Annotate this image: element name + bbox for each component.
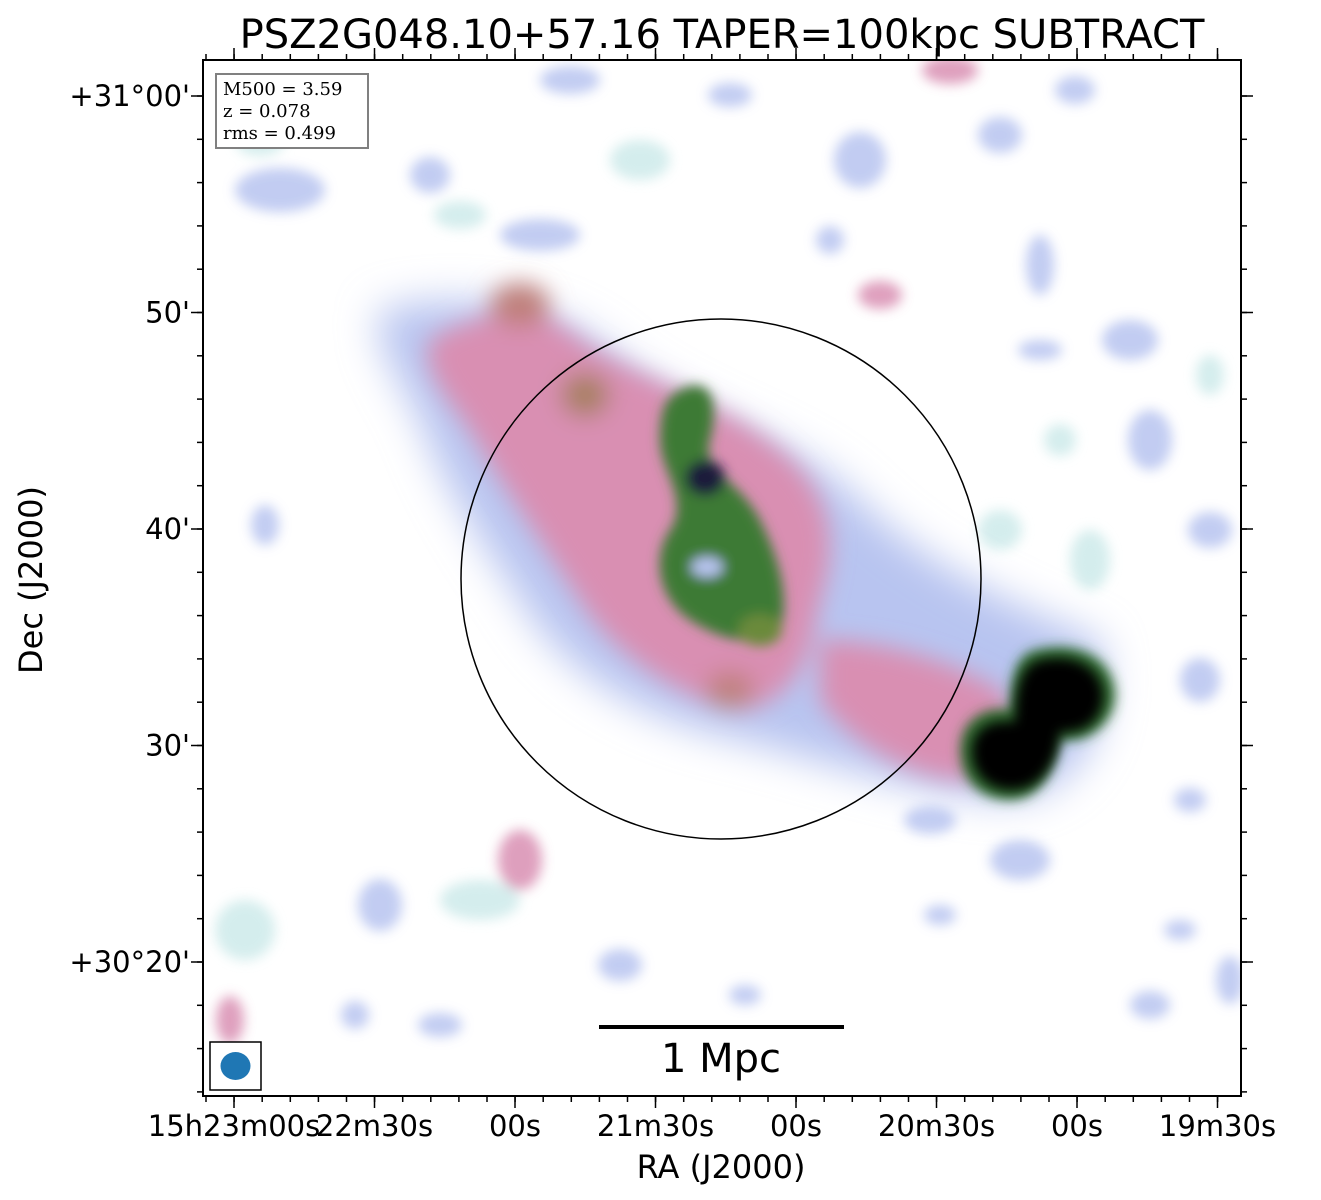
y-axis-label: Dec (J2000) <box>12 486 50 674</box>
y-tick-label: +31°00' <box>69 79 190 113</box>
scale-bar: 1 Mpc <box>599 1025 844 1082</box>
plot-frame <box>202 59 1242 1097</box>
x-tick-label: 15h23m00s <box>148 1109 320 1143</box>
emission-map <box>203 60 1241 1096</box>
y-tick-label: 40' <box>145 512 190 546</box>
y-tick-labels: +31°00' 50' 40' 30' +30°20' <box>69 79 190 979</box>
beam-indicator <box>209 1041 262 1091</box>
y-tick-label: +30°20' <box>69 945 190 979</box>
axis-ticks <box>191 48 1253 1108</box>
beam-ellipse <box>220 1052 251 1080</box>
y-tick-label: 50' <box>145 296 190 330</box>
x-tick-label: 22m30s <box>316 1109 433 1143</box>
x-tick-label: 00s <box>770 1109 822 1143</box>
r500-circle <box>460 318 982 840</box>
x-tick-label: 00s <box>1051 1109 1103 1143</box>
y-tick-label: 30' <box>145 729 190 763</box>
bright-source <box>960 646 1116 800</box>
x-axis-label: RA (J2000) <box>637 1148 806 1186</box>
info-mass: M500 = 3.59 <box>223 79 342 100</box>
x-tick-label: 20m30s <box>878 1109 995 1143</box>
x-tick-label: 19m30s <box>1159 1109 1276 1143</box>
central-source <box>659 385 784 646</box>
x-tick-label: 21m30s <box>597 1109 714 1143</box>
scale-bar-label: 1 Mpc <box>661 1036 781 1082</box>
info-box: M500 = 3.59 z = 0.078 rms = 0.499 <box>215 73 369 149</box>
info-rms: rms = 0.499 <box>223 123 336 144</box>
chart-title: PSZ2G048.10+57.16 TAPER=100kpc SUBTRACT <box>240 12 1205 58</box>
info-redshift: z = 0.078 <box>223 101 311 122</box>
x-tick-label: 00s <box>489 1109 541 1143</box>
